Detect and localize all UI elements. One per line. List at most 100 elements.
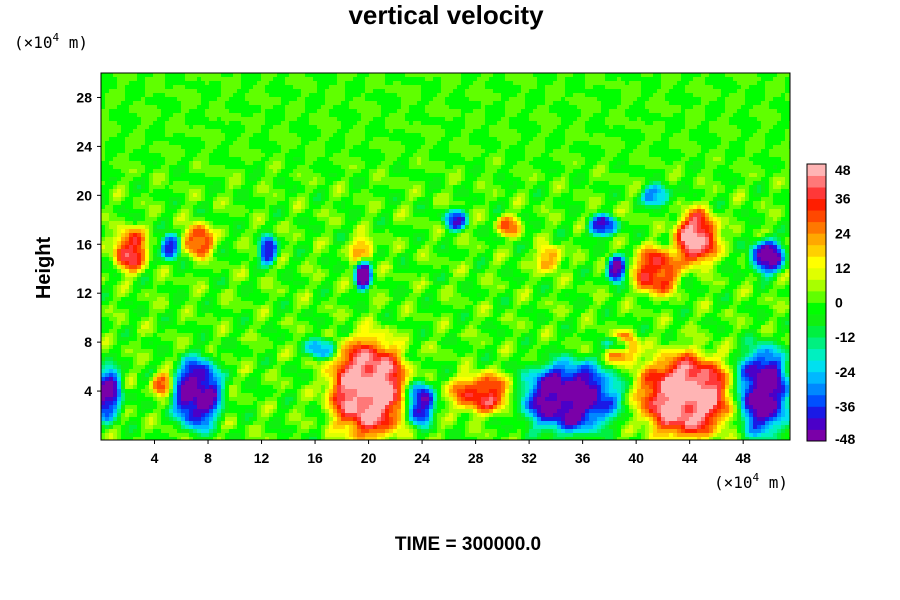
contour-cell [257, 145, 262, 150]
contour-cell [137, 137, 142, 142]
contour-cell [489, 173, 494, 178]
contour-cell [581, 177, 586, 182]
contour-cell [237, 101, 242, 106]
contour-cell [509, 141, 514, 146]
contour-cell [277, 157, 282, 162]
contour-cell [701, 153, 706, 158]
contour-cell [197, 113, 202, 118]
contour-cell [241, 181, 246, 186]
contour-cell [541, 145, 546, 150]
contour-cell [477, 145, 482, 150]
contour-cell [569, 105, 574, 110]
contour-cell [225, 113, 230, 118]
contour-cell [165, 117, 170, 122]
contour-cell [485, 149, 490, 154]
contour-cell [145, 165, 150, 170]
contour-cell [357, 89, 362, 94]
contour-cell [429, 153, 434, 158]
contour-cell [373, 145, 378, 150]
contour-cell [205, 113, 210, 118]
contour-cell [525, 109, 530, 114]
contour-cell [481, 89, 486, 94]
contour-cell [313, 117, 318, 122]
contour-cell [157, 181, 162, 186]
contour-cell [137, 185, 142, 190]
contour-cell [473, 97, 478, 102]
contour-cell [613, 133, 618, 138]
contour-cell [613, 165, 618, 170]
contour-cell [637, 105, 642, 110]
contour-cell [637, 145, 642, 150]
contour-cell [693, 81, 698, 86]
contour-cell [337, 137, 342, 142]
contour-cell [593, 93, 598, 98]
contour-cell [329, 85, 334, 90]
contour-cell [505, 105, 510, 110]
contour-cell [333, 149, 338, 154]
contour-cell [481, 177, 486, 182]
contour-cell [269, 73, 274, 78]
contour-cell [649, 133, 654, 138]
contour-cell [417, 133, 422, 138]
contour-cell [273, 117, 278, 122]
contour-cell [525, 85, 530, 90]
contour-cell [125, 137, 130, 142]
contour-cell [573, 117, 578, 122]
contour-cell [129, 169, 134, 174]
contour-cell [445, 181, 450, 186]
contour-cell [113, 141, 118, 146]
contour-cell [193, 129, 198, 134]
contour-cell [505, 153, 510, 158]
contour-cell [153, 161, 158, 166]
contour-cell [645, 185, 650, 190]
contour-cell [493, 185, 498, 190]
contour-cell [365, 169, 370, 174]
contour-cell [737, 133, 742, 138]
contour-cell [189, 145, 194, 150]
contour-cell [669, 97, 674, 102]
contour-cell [121, 89, 126, 94]
contour-cell [745, 141, 750, 146]
contour-cell [593, 81, 598, 86]
contour-cell [581, 165, 586, 170]
contour-cell [273, 181, 278, 186]
contour-cell [473, 157, 478, 162]
contour-cell [245, 141, 250, 146]
contour-cell [701, 141, 706, 146]
contour-cell [493, 77, 498, 82]
contour-cell [385, 173, 390, 178]
contour-cell [345, 73, 350, 78]
contour-cell [537, 173, 542, 178]
contour-cell [545, 145, 550, 150]
contour-cell [505, 141, 510, 146]
contour-cell [125, 109, 130, 114]
contour-cell [465, 141, 470, 146]
contour-cell [305, 77, 310, 82]
contour-cell [593, 125, 598, 130]
contour-cell [613, 81, 618, 86]
contour-cell [477, 101, 482, 106]
contour-cell [221, 97, 226, 102]
contour-cell [357, 173, 362, 178]
contour-cell [429, 173, 434, 178]
contour-cell [365, 93, 370, 98]
contour-cell [457, 173, 462, 178]
contour-cell [381, 113, 386, 118]
contour-cell [357, 165, 362, 170]
contour-cell [693, 109, 698, 114]
contour-cell [341, 157, 346, 162]
contour-cell [417, 113, 422, 118]
contour-cell [441, 105, 446, 110]
contour-cell [173, 89, 178, 94]
contour-cell [233, 97, 238, 102]
contour-cell [273, 125, 278, 130]
contour-cell [705, 105, 710, 110]
contour-cell [641, 109, 646, 114]
contour-cell [413, 77, 418, 82]
contour-cell [381, 137, 386, 142]
contour-cell [433, 129, 438, 134]
contour-cell [269, 185, 274, 190]
contour-cell [445, 177, 450, 182]
contour-cell [493, 181, 498, 186]
contour-cell [405, 77, 410, 82]
